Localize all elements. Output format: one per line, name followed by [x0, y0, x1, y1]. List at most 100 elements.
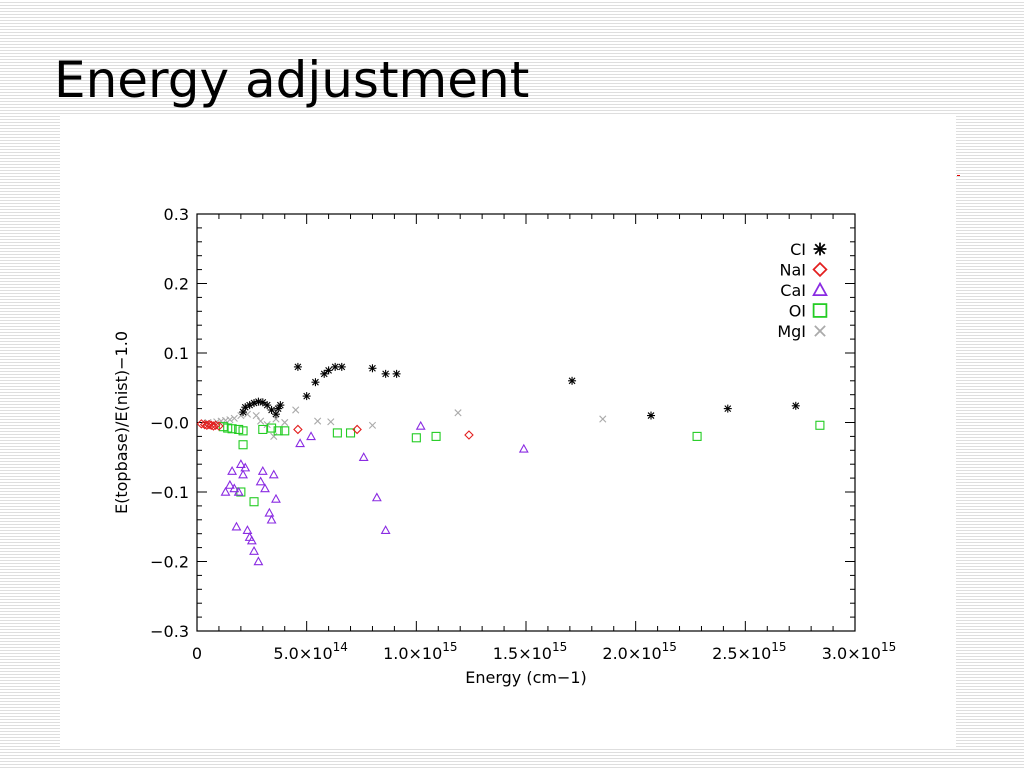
point-cai	[264, 507, 275, 517]
legend-marker-oi	[812, 303, 828, 318]
point-ci	[331, 362, 340, 371]
point-oi	[692, 431, 702, 441]
point-cai	[227, 466, 238, 475]
point-oi	[332, 428, 342, 438]
scatter-chart: 0.3 0.2 0.1 −0.0 −0.1 −0.2 −0.30 5.0×1014 1.0×10…	[112, 205, 896, 687]
point-cai	[235, 459, 246, 468]
point-mgi	[281, 418, 289, 427]
tick-labels: 0.3 0.2 0.1 −0.0 −0.1 −0.2 −0.30 5.0×1014 1.0×10…	[150, 205, 896, 663]
point-cai	[224, 479, 235, 489]
series-cai	[220, 420, 529, 566]
point-oi	[411, 433, 421, 443]
point-ci	[276, 401, 285, 410]
point-mgi	[230, 414, 238, 422]
point-oi	[238, 440, 248, 450]
x-tick-exponent: 15	[662, 640, 677, 654]
axes	[196, 213, 856, 632]
point-cai	[371, 492, 382, 502]
point-nai	[196, 419, 207, 429]
point-cai	[255, 476, 266, 486]
x-tick-mantissa: 1.5×10	[493, 644, 552, 663]
point-nai	[206, 420, 217, 431]
point-ci	[320, 369, 329, 378]
point-ci	[723, 404, 732, 413]
point-oi	[273, 426, 283, 436]
point-cai	[240, 462, 251, 472]
red-tick-mark	[957, 175, 960, 176]
point-cai	[358, 452, 369, 462]
point-mgi	[368, 421, 377, 429]
point-mgi	[292, 406, 300, 414]
point-ci	[791, 401, 800, 410]
legend-label-mgi: MgI	[777, 322, 806, 341]
point-cai	[231, 521, 242, 531]
x-tick-mantissa: 1.0×10	[383, 644, 442, 663]
x-axis-title: Energy (cm−1)	[465, 668, 587, 687]
y-tick-label: −0.2	[150, 553, 189, 572]
point-cai	[266, 514, 277, 524]
point-mgi	[454, 409, 462, 417]
point-cai	[220, 486, 231, 496]
point-cai	[380, 525, 391, 534]
legend-marker-cai	[812, 281, 828, 297]
point-mgi	[327, 418, 335, 426]
x-tick-label: 1.0×1015	[383, 640, 458, 663]
x-tick-exponent: 15	[552, 640, 567, 654]
x-tick-mantissa: 2.5×10	[712, 644, 771, 663]
x-tick-label: 2.5×1015	[712, 640, 787, 663]
legend-marker-ci	[813, 242, 827, 256]
legend-label-ci: CI	[790, 240, 806, 259]
plot-frame	[196, 213, 856, 632]
point-ci	[311, 378, 320, 387]
point-cai	[268, 469, 279, 479]
point-oi	[227, 424, 237, 434]
x-tick-exponent: 15	[442, 640, 457, 654]
point-oi	[815, 420, 825, 430]
slide-title: Energy adjustment	[54, 51, 530, 109]
legend-label-oi: OI	[789, 302, 806, 321]
x-tick-mantissa: 3.0×10	[822, 644, 881, 663]
x-tick-label: 1.5×1015	[493, 640, 568, 663]
x-tick-exponent: 15	[881, 640, 896, 654]
series-nai	[196, 419, 474, 440]
point-nai	[352, 424, 362, 435]
point-cai	[233, 486, 244, 496]
point-nai	[464, 430, 474, 440]
y-axis-title: E(topbase)/E(nist)−1.0	[112, 331, 131, 514]
point-mgi	[270, 432, 278, 440]
x-tick-label: 5.0×1014	[273, 640, 348, 663]
x-tick-mantissa: 5.0×10	[273, 644, 332, 663]
plot-panel: 0.3 0.2 0.1 −0.0 −0.1 −0.2 −0.3 0 5.0×1014 1.0×10…	[60, 116, 956, 748]
point-cai	[271, 493, 281, 503]
point-cai	[295, 438, 306, 448]
point-ci	[324, 366, 333, 375]
point-cai	[306, 431, 316, 441]
point-oi	[238, 426, 248, 436]
point-mgi	[257, 417, 265, 425]
point-oi	[345, 428, 356, 438]
point-oi	[280, 426, 290, 436]
legend-marker-nai	[812, 261, 828, 278]
point-cai	[260, 483, 270, 493]
series-ci	[239, 362, 800, 420]
point-cai	[238, 469, 248, 479]
series-mgi	[204, 406, 607, 440]
y-tick-label: 0.2	[164, 275, 189, 294]
point-nai	[210, 420, 221, 431]
point-oi	[431, 431, 441, 441]
point-ci	[568, 376, 577, 385]
x-tick-mantissa: 0	[192, 644, 202, 663]
tick-marks	[196, 213, 856, 632]
point-cai	[253, 556, 264, 566]
point-cai	[257, 466, 268, 475]
x-tick-exponent: 15	[771, 640, 786, 654]
y-tick-label: −0.0	[150, 414, 189, 433]
point-ci	[647, 411, 656, 420]
point-ci	[337, 362, 346, 371]
legend-marker-mgi	[814, 325, 826, 337]
point-mgi	[599, 415, 607, 423]
point-ci	[258, 398, 267, 407]
point-oi	[267, 423, 277, 433]
point-mgi	[314, 417, 322, 425]
point-cai	[518, 443, 529, 453]
